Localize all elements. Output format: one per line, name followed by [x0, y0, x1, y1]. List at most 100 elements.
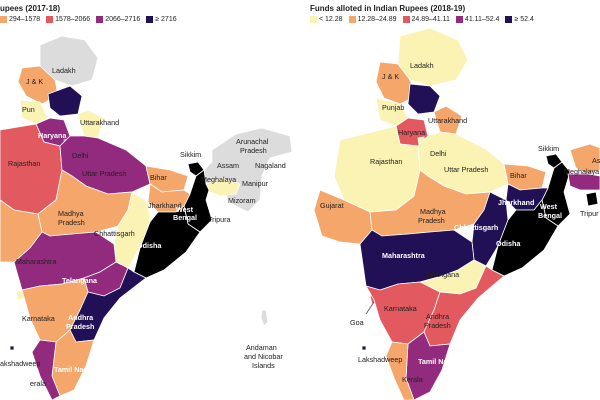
region-goa	[15, 289, 25, 301]
label-haryana: Haryana	[38, 131, 67, 140]
region-andaman	[260, 309, 269, 327]
label-bihar: Bihar	[150, 173, 167, 182]
label-haryana: Haryana	[398, 128, 425, 137]
region-ne	[569, 143, 600, 175]
right-legend-item: ≥ 52.4	[505, 16, 534, 23]
label-jk: J & K	[26, 77, 43, 86]
label-uttarakhand: Uttarakhand	[428, 116, 467, 125]
label-mp-1: Madhya	[58, 209, 84, 218]
legend-label: ≥ 52.4	[514, 16, 534, 23]
label-meghalaya: Meghalaya	[564, 167, 599, 176]
label-arunachal-1: Arunachal	[236, 137, 269, 146]
legend-label: < 12.28	[319, 16, 343, 23]
legend-swatch	[505, 16, 513, 23]
legend-label: 12.28–24.89	[357, 16, 397, 23]
legend-swatch	[348, 16, 356, 23]
legend-label: 24.89–41.11	[411, 16, 450, 23]
label-telangana: Telangana	[62, 276, 98, 285]
label-wb-2: Bengal	[173, 213, 197, 222]
label-up: Uttar Pradesh	[82, 169, 126, 178]
region-meghalaya	[567, 173, 600, 191]
label-ap-1: Andhra	[68, 313, 94, 322]
region-kerala	[385, 341, 415, 400]
left-legend-item: ≥ 2716	[146, 16, 177, 23]
region-kerala	[31, 339, 61, 400]
label-jharkhand: Jharkhand	[498, 198, 534, 207]
legend-swatch	[455, 16, 463, 23]
label-ap-1: Andhra	[426, 312, 449, 321]
legend-swatch	[310, 16, 317, 23]
label-wb-1: West	[176, 205, 194, 214]
label-ladakh: Ladakh	[410, 61, 434, 70]
label-jharkhand: Jharkhand	[148, 201, 182, 210]
legend-swatch	[46, 16, 54, 23]
right-india-map: Ladakh J & K Punjab Uttarakhand Haryana …	[313, 27, 600, 400]
left-legend-item: 1578–2066	[46, 16, 90, 23]
label-bihar: Bihar	[510, 171, 527, 180]
label-wb-1: West	[540, 202, 558, 211]
label-tripura: Tripura	[208, 215, 231, 224]
region-tripura	[585, 191, 599, 207]
label-nagaland: Nagaland	[255, 161, 286, 170]
legend-swatch	[402, 16, 410, 23]
label-ap-2: Pradesh	[424, 321, 451, 330]
legend-swatch	[146, 16, 154, 23]
region-meghalaya	[205, 177, 241, 197]
label-mp-1: Madhya	[420, 207, 446, 216]
legend-swatch	[96, 16, 104, 23]
label-mp-2: Pradesh	[58, 218, 85, 227]
region-himachal	[407, 83, 441, 115]
left-india-map: Ladakh J & K Pun Uttarakhand Haryana Del…	[0, 35, 293, 400]
label-sikkim: Sikkim	[180, 150, 201, 159]
left-map-panel: Ladakh J & K Pun Uttarakhand Haryana Del…	[0, 4, 293, 400]
left-legend: 294–1578 1578–2066 2066–2716 ≥ 2716	[0, 16, 183, 23]
region-uttarakhand	[433, 105, 463, 135]
label-mizoram: Mizoram	[228, 196, 256, 205]
left-legend-item: 2066–2716	[96, 16, 140, 23]
label-gujarat: Gujarat	[320, 201, 344, 210]
label-rajasthan: Rajasthan	[8, 159, 40, 168]
right-legend-item: 24.89–41.11	[402, 16, 450, 23]
legend-label: 2066–2716	[105, 16, 141, 23]
label-assam: Assam	[217, 161, 239, 170]
label-maharashtra: Maharashtra	[382, 251, 426, 260]
label-punjab: Punjab	[382, 103, 404, 112]
legend-swatch	[0, 16, 7, 23]
label-arunachal-2: Pradesh	[240, 146, 267, 155]
label-lakshadweep: akshadweep	[0, 359, 40, 368]
right-legend-item: 12.28–24.89	[348, 16, 397, 23]
label-odisha: Odisha	[137, 241, 162, 250]
legend-label: ≥ 2716	[155, 16, 177, 23]
legend-label: 41.11–52.4	[464, 16, 500, 23]
label-kerala: erala	[30, 379, 46, 388]
label-kerala: Kerala	[402, 375, 423, 384]
label-tn: Tamil Nadu	[54, 365, 92, 374]
label-ladakh: Ladakh	[52, 66, 76, 75]
label-andaman-1: Andaman	[246, 343, 277, 352]
label-chhattisgarh: Chhattisgarh	[454, 223, 498, 232]
label-meghalaya: Meghalaya	[201, 175, 236, 184]
right-map-title: Funds alloted in Indian Rupees (2018-19)	[310, 4, 466, 13]
label-mp-2: Pradesh	[418, 216, 445, 225]
label-karnataka: Karnataka	[384, 304, 417, 313]
left-legend-item: 294–1578	[0, 16, 40, 23]
right-legend: < 12.28 12.28–24.89 24.89–41.11 41.11–52…	[310, 16, 540, 23]
label-telangana: Telangana	[426, 270, 459, 279]
label-karnataka: Karnataka	[22, 314, 55, 323]
region-lakshadweep	[9, 345, 15, 351]
label-tripura: Tripur	[580, 209, 599, 218]
left-map-title: upees (2017-18)	[0, 4, 61, 13]
label-andaman-2: and Nicobar	[244, 352, 283, 361]
label-maharashtra: Maharashtra	[16, 257, 56, 266]
region-ladakh	[397, 27, 469, 87]
label-delhi: Delhi	[430, 149, 447, 158]
right-map-panel: Ladakh J & K Punjab Uttarakhand Haryana …	[300, 0, 600, 400]
right-legend-item: 41.11–52.4	[455, 16, 500, 23]
label-manipur: Manipur	[242, 179, 269, 188]
label-uttarakhand: Uttarakhand	[80, 118, 119, 127]
region-lakshadweep	[361, 345, 367, 351]
label-goa: Goa	[350, 318, 364, 327]
region-uttarakhand	[77, 109, 105, 139]
label-chhattisgarh: Chhattisgarh	[94, 229, 135, 238]
goa-leader-line	[365, 301, 375, 315]
